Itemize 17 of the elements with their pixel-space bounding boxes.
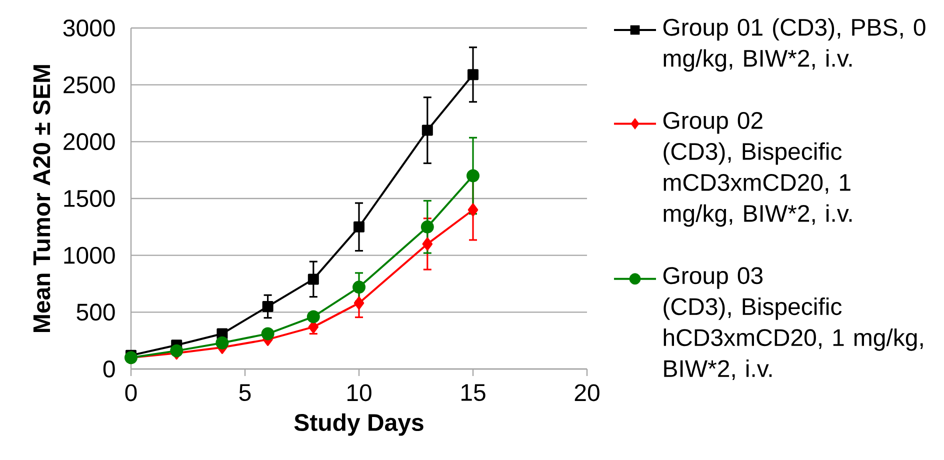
y-tick-label: 0 [103,360,115,378]
x-tick-label: 10 [347,384,372,402]
y-tick-label: 2500 [64,76,115,94]
x-tick-label: 20 [574,384,600,402]
y-tick-label: 2000 [64,133,115,150]
y-tick-label: 1500 [64,190,115,207]
x-axis-title: Study Days [294,413,424,436]
x-tick-label: 0 [125,384,137,402]
y-axis-title: Mean Tumor A20 ± SEM [33,65,50,332]
legend-label: Group 02 (CD3), Bispecific mCD3xmCD20, 1 mg/kg, BIW*2, i.v. [663,112,852,227]
legend-label: Group 03 (CD3), Bispecific hCD3xmCD20, 1 mg/kg, BIW*2, i.v. [663,267,923,380]
y-tick-label: 500 [76,304,115,321]
legend-label: Group 01 (CD3), PBS, 0 mg/kg, BIW*2, i.v. [663,18,926,72]
y-tick-label: 3000 [63,20,115,36]
x-tick-label: 15 [461,384,486,401]
y-tick-label: 1000 [64,246,115,264]
x-tick-label: 5 [239,384,251,401]
